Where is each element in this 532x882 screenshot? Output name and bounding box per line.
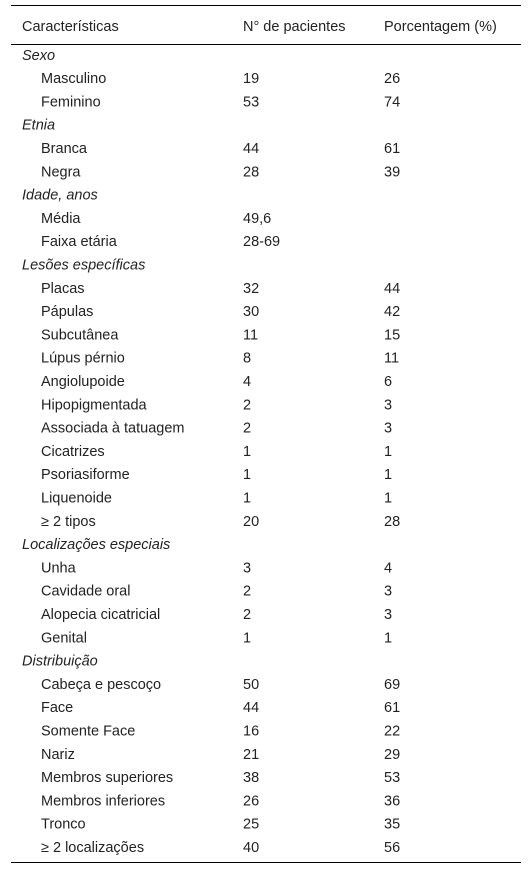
cell: 3	[384, 607, 392, 623]
cell: 53	[384, 770, 400, 786]
cell: 3	[384, 421, 392, 437]
cell: 4	[384, 560, 392, 576]
cell: 22	[384, 724, 400, 740]
cell: 4	[243, 374, 251, 390]
header-cell: Características	[22, 19, 119, 35]
cell: 26	[384, 71, 400, 87]
cell: 28-69	[243, 234, 280, 250]
cell: 32	[243, 281, 259, 297]
row-label: Negra	[41, 164, 81, 180]
cell: 49,6	[243, 211, 271, 227]
row-label: Cavidade oral	[41, 584, 130, 600]
row-label: Face	[41, 700, 73, 716]
row-label: Unha	[41, 560, 77, 576]
row-label: Cabeça e pescoço	[41, 677, 161, 693]
cell: 1	[243, 467, 251, 483]
cell: 28	[243, 164, 259, 180]
row-label: Feminino	[41, 94, 101, 110]
cell: 29	[384, 747, 400, 763]
row-label: Branca	[41, 141, 88, 157]
cell: 42	[384, 304, 400, 320]
cell: 61	[384, 141, 400, 157]
cell: 36	[384, 793, 400, 809]
cell: 11	[384, 351, 399, 367]
cell: 1	[384, 491, 392, 507]
cell: 53	[243, 94, 259, 110]
cell: 35	[384, 817, 400, 833]
cell: 74	[384, 94, 400, 110]
cell: 16	[243, 724, 259, 740]
row-label: Cicatrizes	[41, 444, 105, 460]
row-label: ≥ 2 tipos	[41, 514, 96, 530]
cell: 20	[243, 514, 259, 530]
cell: 28	[384, 514, 400, 530]
section-title: Distribuição	[22, 654, 98, 670]
row-label: Tronco	[41, 817, 86, 833]
cell: 30	[243, 304, 259, 320]
cell: 11	[243, 327, 258, 343]
row-label: Psoriasiforme	[41, 467, 130, 483]
cell: 1	[384, 467, 392, 483]
cell: 1	[243, 491, 251, 507]
cell: 1	[243, 630, 251, 646]
cell: 1	[384, 630, 392, 646]
cell: 6	[384, 374, 392, 390]
row-label: Subcutânea	[41, 327, 119, 343]
cell: 8	[243, 351, 251, 367]
section-title: Idade, anos	[22, 188, 98, 204]
cell: 44	[384, 281, 400, 297]
section-title: Lesões específicas	[22, 258, 145, 274]
header-cell: Porcentagem (%)	[384, 19, 497, 35]
cell: 2	[243, 607, 251, 623]
section-title: Sexo	[22, 48, 55, 64]
row-label: Membros inferiores	[41, 793, 165, 809]
row-label: Hipopigmentada	[41, 397, 148, 413]
row-label: Membros superiores	[41, 770, 173, 786]
row-label: Angiolupoide	[41, 374, 125, 390]
row-label: Média	[41, 211, 81, 227]
row-label: Lúpus pérnio	[41, 351, 125, 367]
cell: 56	[384, 840, 400, 856]
row-label: Pápulas	[41, 304, 93, 320]
cell: 3	[243, 560, 251, 576]
cell: 3	[384, 584, 392, 600]
row-label: Placas	[41, 281, 85, 297]
cell: 38	[243, 770, 259, 786]
cell: 44	[243, 700, 259, 716]
row-label: Somente Face	[41, 724, 135, 740]
cell: 40	[243, 840, 259, 856]
row-label: Liquenoide	[41, 491, 112, 507]
row-label: Associada à tatuagem	[41, 421, 184, 437]
section-title: Localizações especiais	[22, 537, 170, 553]
row-label: ≥ 2 localizações	[41, 840, 144, 856]
cell: 21	[243, 747, 259, 763]
row-label: Genital	[41, 630, 87, 646]
row-label: Nariz	[41, 747, 75, 763]
row-label: Masculino	[41, 71, 106, 87]
header-cell: N° de pacientes	[243, 19, 346, 35]
cell: 2	[243, 421, 251, 437]
section-title: Etnia	[22, 118, 55, 134]
cell: 3	[384, 397, 392, 413]
cell: 44	[243, 141, 259, 157]
cell: 39	[384, 164, 400, 180]
cell: 15	[384, 327, 400, 343]
cell: 61	[384, 700, 400, 716]
row-label: Faixa etária	[41, 234, 118, 250]
row-label: Alopecia cicatricial	[41, 607, 160, 623]
cell: 69	[384, 677, 400, 693]
cell: 2	[243, 397, 251, 413]
cell: 25	[243, 817, 259, 833]
cell: 1	[384, 444, 392, 460]
cell: 50	[243, 677, 259, 693]
cell: 26	[243, 793, 259, 809]
cell: 19	[243, 71, 259, 87]
cell: 1	[243, 444, 251, 460]
cell: 2	[243, 584, 251, 600]
